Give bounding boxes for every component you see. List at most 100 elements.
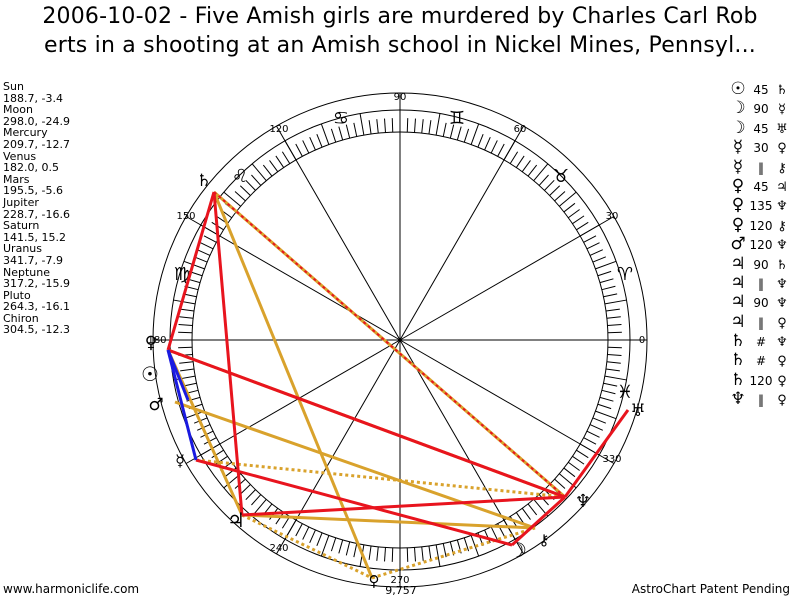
degree-tick [421,119,424,134]
position-saturn-name: Saturn [3,219,40,233]
degree-tick [421,546,424,561]
degree-tick [463,537,470,552]
aspect-line [166,191,216,351]
degree-tick [435,544,441,567]
aspect-planet-glyph: ♀ [777,393,787,409]
degree-tick [470,535,480,557]
website-link[interactable]: www.harmoniclife.com [3,582,140,596]
aspect-line [166,349,198,461]
planet-jupiter-glyph: ♃ [227,508,245,532]
degree-tick [359,113,365,136]
degree-tick [269,160,279,173]
aspect-row: ☽ 45 ♅ [728,118,790,138]
degree-tick [245,179,256,191]
aspect-planet-glyph: ♆ [776,335,788,351]
degree-label-240: 240 [269,543,288,554]
degree-tick [295,523,303,537]
degree-tick [428,545,432,560]
degree-tick [538,174,549,186]
aspect-planet-glyph: ♆ [776,276,788,292]
aspect-angle: ‖ [758,160,764,175]
degree-tick [554,478,566,489]
planet-positions-list: Sun 188.7, -3.4 Moon 298.0, -24.9 Mercur… [3,81,70,336]
aspect-angle: # [755,335,767,350]
degree-tick [173,375,196,381]
degree-tick [186,396,201,402]
degree-tick [180,308,195,312]
degree-label-180: 180 [147,335,166,346]
aspect-angle: # [755,354,767,369]
degree-tick [196,249,211,256]
aspect-planet-glyph: ☿ [732,156,744,177]
degree-tick [595,410,617,420]
position-saturn-value: 141.5, 15.2 [3,230,66,244]
position-jupiter-value: 228.7, -16.6 [3,207,70,221]
degree-tick [509,151,519,164]
aspect-planet-glyph: ♆ [730,389,746,410]
aspect-angle: 120 [749,373,773,388]
degree-tick [586,430,600,438]
degree-tick [559,191,577,207]
degree-tick [604,375,627,381]
aspect-line-dotted [371,526,536,580]
degree-tick [320,123,330,145]
degree-tick [470,123,480,145]
degree-tick [338,539,344,554]
aspect-planet-glyph: ☿ [732,137,744,158]
aspect-row: ♀ 120 ⚷ [728,215,790,235]
degree-tick [180,368,195,372]
aspect-angle: 45 [753,179,769,194]
degree-tick [353,543,358,558]
degree-tick [592,417,607,424]
aspect-planet-glyph: ☉ [730,79,746,99]
degree-tick [572,455,585,465]
degree-label-90: 90 [394,92,407,103]
degree-tick [345,541,351,556]
house-spoke [185,339,401,464]
degree-tick [599,396,614,402]
planet-saturn-glyph: ♄ [196,171,211,191]
planet-moon-glyph: ☽ [509,538,527,562]
degree-tick [211,449,224,459]
degree-tick [223,191,241,207]
aspect-angle: ‖ [758,393,764,408]
degree-tick [428,120,432,135]
degree-tick [414,547,416,562]
aspect-angle: 30 [753,141,769,156]
aspect-line [166,349,190,401]
aspect-row: ♄ 120 ♀ [728,370,790,390]
aspect-planet-glyph: ♀ [777,315,787,331]
aspect-angle: 120 [749,238,773,253]
aspect-row: ♆ ‖ ♀ [728,389,790,410]
aspect-row: ♂ 120 ♆ [728,234,790,254]
aspect-planet-glyph: ♀ [777,141,787,157]
position-mars-name: Mars [3,172,30,186]
sign-gemini-glyph: ♊ [449,108,465,129]
degree-tick [234,191,246,202]
degree-tick [490,526,498,540]
aspect-planet-glyph: ☽ [730,98,746,119]
degree-tick [442,122,447,137]
degree-tick [603,293,618,298]
planet-sun-glyph: ☉ [141,362,159,386]
degree-tick [597,270,612,277]
degree-tick [384,118,386,133]
degree-tick [607,324,622,326]
degree-tick [376,546,379,561]
degree-tick [544,179,555,191]
aspect-planet-glyph: ♆ [776,199,788,215]
aspect-lines [166,190,630,580]
degree-tick [538,494,549,506]
pluto-extra-label: 9,757 [385,584,417,597]
degree-tick [449,124,455,139]
degree-label-150: 150 [176,211,195,222]
position-chiron-name: Chiron [3,311,39,325]
degree-tick [567,209,580,219]
aspect-angle: 45 [753,121,769,136]
aspect-line-dotted [195,458,566,499]
degree-tick [251,163,267,181]
degree-tick [490,140,498,154]
planet-mercury-glyph: ☿ [175,451,185,470]
degree-tick [604,299,627,305]
aspect-line [213,190,566,499]
